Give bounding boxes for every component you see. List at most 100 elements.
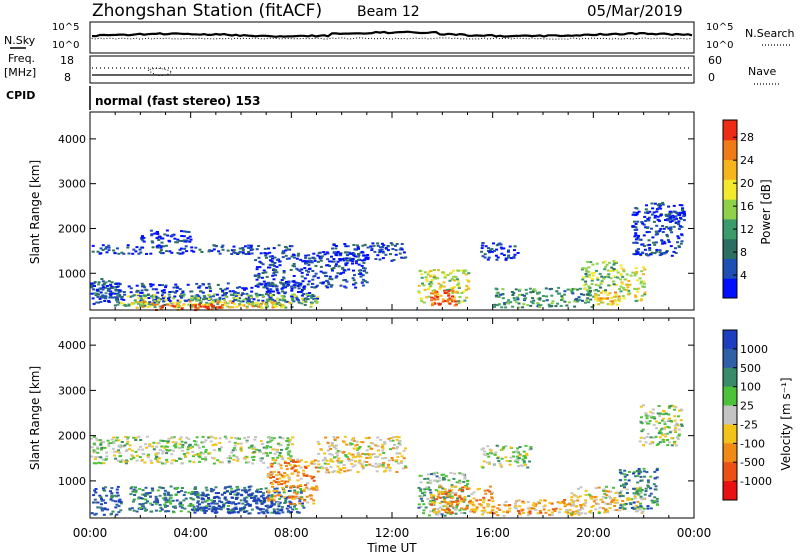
range-cell	[115, 283, 119, 285]
range-cell	[280, 456, 284, 459]
range-cell	[134, 301, 138, 304]
range-cell	[609, 270, 613, 272]
range-cell	[327, 283, 331, 286]
range-cell	[129, 493, 133, 496]
range-cell	[271, 497, 275, 500]
range-cell	[337, 265, 341, 268]
range-cell	[310, 477, 314, 480]
range-cell	[460, 498, 464, 501]
range-cell	[450, 484, 454, 487]
range-cell	[529, 447, 533, 450]
colorbar-frame	[722, 119, 738, 299]
range-cell	[436, 495, 440, 498]
range-cell	[149, 495, 152, 498]
range-cell	[336, 260, 340, 263]
range-cell	[628, 283, 632, 286]
range-cell	[196, 453, 200, 456]
range-cell	[221, 294, 225, 297]
range-cell	[198, 303, 201, 306]
range-cell	[193, 491, 197, 494]
range-cell	[139, 439, 143, 441]
range-cell	[257, 275, 261, 278]
range-cell	[658, 430, 662, 433]
range-cell	[213, 293, 216, 296]
range-cell	[102, 462, 106, 465]
range-cell	[402, 251, 406, 254]
range-cell	[450, 512, 454, 514]
range-cell	[610, 266, 614, 269]
range-cell	[458, 494, 462, 497]
range-cell	[678, 409, 681, 412]
range-cell	[523, 456, 527, 459]
colorbar-tick-label: -100	[740, 437, 765, 450]
range-cell	[426, 477, 430, 480]
range-cell	[239, 294, 243, 297]
range-cell	[420, 298, 424, 301]
range-cell	[215, 502, 219, 505]
range-cell	[351, 277, 355, 280]
range-cell	[361, 259, 364, 262]
range-cell	[168, 291, 172, 293]
y-tick-label: 3000	[58, 384, 86, 397]
range-cell	[455, 278, 459, 281]
range-cell	[102, 487, 105, 490]
range-cell	[644, 487, 648, 490]
range-cell	[518, 505, 522, 508]
range-cell	[116, 247, 119, 250]
range-cell	[501, 447, 505, 450]
range-cell	[633, 220, 636, 223]
range-cell	[150, 503, 154, 506]
range-cell	[285, 257, 289, 260]
range-cell	[493, 453, 497, 456]
range-cell	[641, 428, 645, 431]
colorbar-tick-label: 8	[740, 246, 747, 259]
range-cell	[210, 308, 214, 311]
range-cell	[426, 481, 430, 484]
range-cell	[179, 501, 183, 504]
range-cell	[227, 461, 231, 464]
range-cell	[642, 467, 646, 470]
range-cell	[109, 296, 113, 299]
range-cell	[321, 467, 325, 470]
range-cell	[230, 436, 234, 439]
range-cell	[507, 254, 511, 257]
range-cell	[189, 497, 193, 499]
range-cell	[581, 278, 585, 281]
range-cell	[250, 290, 254, 293]
range-cell	[215, 511, 219, 514]
y-tick-label: 4000	[58, 133, 86, 146]
range-cell	[538, 298, 542, 301]
colorbar-tick-label: 25	[740, 400, 754, 413]
range-cell	[254, 305, 258, 307]
colorbar-swatch	[723, 120, 737, 141]
range-cell	[491, 500, 495, 503]
range-cell	[273, 284, 277, 287]
range-cell	[185, 239, 189, 242]
range-cell	[420, 500, 424, 503]
range-cell	[279, 495, 283, 498]
range-cell	[326, 258, 330, 261]
range-cell	[456, 503, 459, 506]
range-cell	[267, 266, 270, 269]
range-cell	[401, 467, 405, 470]
range-cell	[363, 280, 367, 283]
range-cell	[669, 226, 673, 229]
range-cell	[197, 295, 201, 298]
range-cell	[667, 215, 671, 218]
range-cell	[462, 270, 466, 273]
range-cell	[313, 259, 317, 262]
range-cell	[584, 301, 587, 304]
range-cell	[661, 242, 665, 245]
range-cell	[599, 298, 603, 301]
range-cell	[290, 306, 294, 309]
range-cell	[102, 286, 105, 289]
range-cell	[145, 435, 149, 438]
range-cell	[577, 487, 580, 490]
range-cell	[451, 500, 455, 503]
range-cell	[232, 458, 236, 461]
range-cell	[550, 514, 554, 516]
range-cell	[434, 479, 438, 482]
range-cell	[646, 422, 649, 425]
range-cell	[169, 485, 173, 488]
range-cell	[93, 458, 97, 461]
